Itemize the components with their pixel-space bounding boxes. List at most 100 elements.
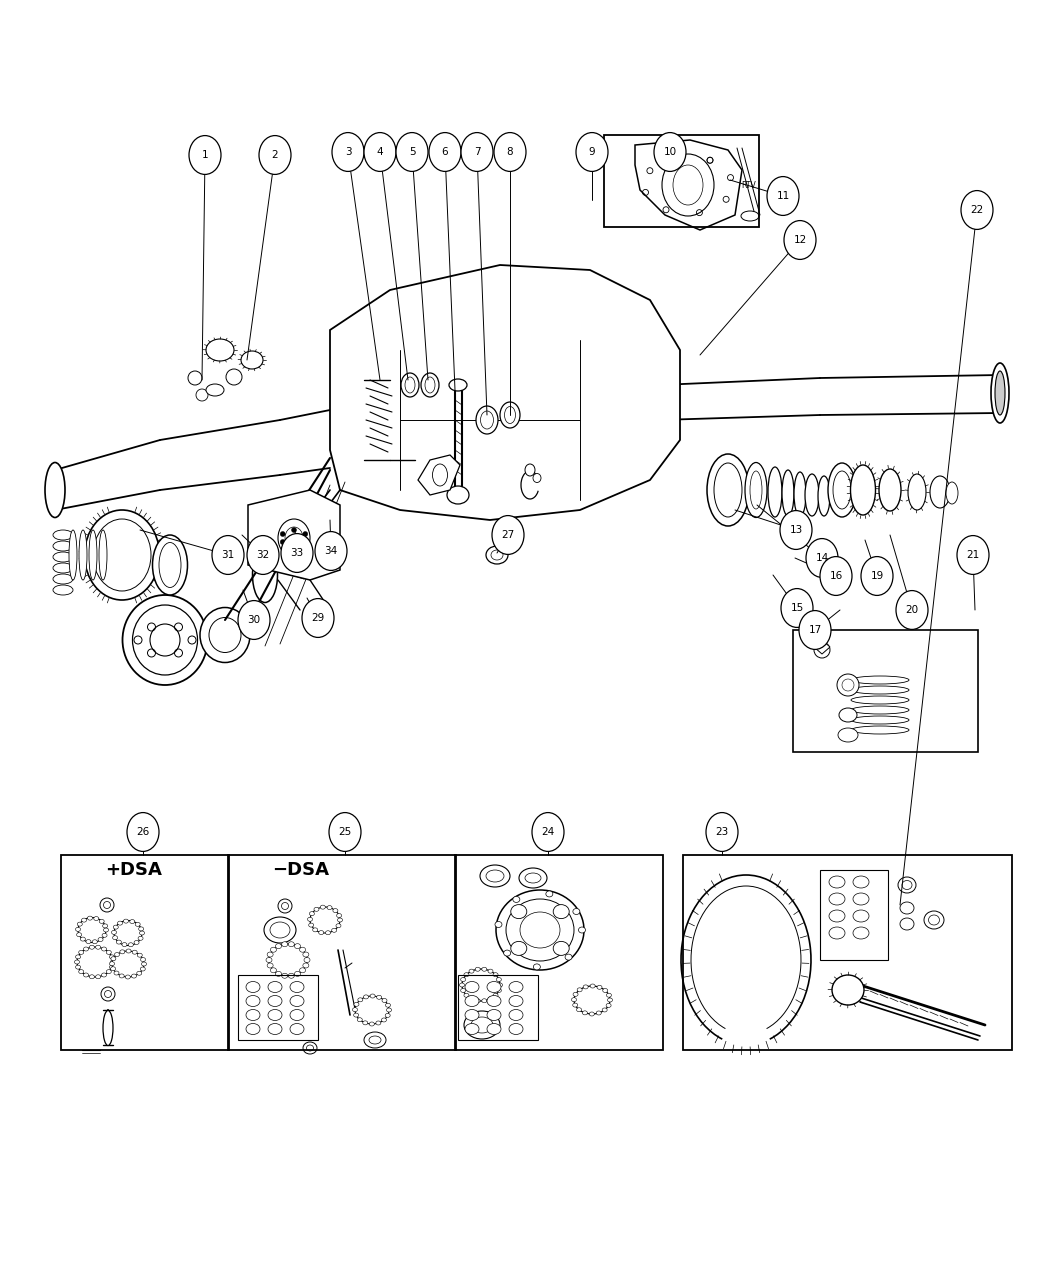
Circle shape (281, 534, 313, 572)
Text: 14: 14 (815, 553, 829, 563)
Ellipse shape (104, 991, 112, 997)
Ellipse shape (53, 573, 73, 584)
Circle shape (784, 221, 816, 259)
Ellipse shape (140, 967, 145, 971)
Ellipse shape (853, 911, 869, 922)
Bar (604, 135, 758, 227)
Ellipse shape (122, 942, 127, 946)
Ellipse shape (707, 455, 749, 526)
Ellipse shape (839, 707, 857, 722)
Ellipse shape (833, 471, 851, 510)
Ellipse shape (269, 944, 307, 976)
Ellipse shape (308, 923, 313, 927)
Ellipse shape (120, 950, 125, 954)
Ellipse shape (829, 893, 845, 905)
Ellipse shape (303, 539, 308, 544)
Ellipse shape (995, 372, 1005, 415)
Ellipse shape (851, 696, 909, 704)
Ellipse shape (45, 462, 65, 517)
Ellipse shape (462, 969, 500, 1001)
Ellipse shape (132, 974, 137, 978)
Ellipse shape (280, 531, 285, 536)
Ellipse shape (741, 211, 758, 221)
Circle shape (189, 135, 221, 175)
Ellipse shape (270, 968, 277, 973)
Ellipse shape (241, 351, 263, 369)
Text: 13: 13 (789, 525, 803, 535)
Ellipse shape (487, 996, 501, 1006)
Ellipse shape (101, 987, 115, 1001)
Ellipse shape (461, 988, 466, 992)
Ellipse shape (385, 1014, 390, 1018)
Text: 2: 2 (271, 149, 279, 160)
Ellipse shape (53, 541, 73, 550)
Text: 4: 4 (377, 147, 383, 157)
Ellipse shape (901, 902, 914, 914)
Ellipse shape (851, 727, 909, 734)
Text: 1: 1 (202, 149, 208, 160)
Ellipse shape (140, 931, 144, 935)
Ellipse shape (464, 994, 469, 997)
Ellipse shape (112, 951, 144, 977)
Circle shape (238, 600, 270, 640)
Ellipse shape (76, 955, 81, 959)
Ellipse shape (291, 527, 297, 533)
Text: 19: 19 (870, 571, 884, 581)
Ellipse shape (662, 155, 714, 216)
Ellipse shape (290, 996, 304, 1006)
Ellipse shape (109, 965, 115, 969)
Ellipse shape (481, 411, 493, 429)
Ellipse shape (853, 927, 869, 939)
Circle shape (213, 535, 244, 575)
Bar (820, 870, 888, 960)
Ellipse shape (123, 919, 128, 923)
Ellipse shape (89, 945, 95, 949)
Bar (228, 856, 456, 1050)
Ellipse shape (278, 899, 292, 913)
Ellipse shape (493, 973, 498, 977)
Ellipse shape (309, 912, 315, 916)
Ellipse shape (364, 995, 368, 999)
Circle shape (364, 133, 396, 171)
Ellipse shape (461, 977, 466, 982)
Text: 10: 10 (664, 147, 676, 157)
Text: 16: 16 (829, 571, 843, 581)
Ellipse shape (421, 373, 439, 397)
Bar (61, 856, 229, 1050)
Ellipse shape (546, 891, 553, 896)
Ellipse shape (469, 969, 474, 973)
Ellipse shape (89, 530, 97, 580)
Circle shape (781, 589, 813, 627)
Ellipse shape (495, 922, 502, 927)
Ellipse shape (818, 476, 830, 516)
Text: 34: 34 (324, 547, 338, 555)
Ellipse shape (270, 948, 277, 953)
Ellipse shape (285, 527, 303, 549)
Ellipse shape (103, 902, 110, 908)
Ellipse shape (79, 530, 87, 580)
Ellipse shape (382, 999, 387, 1002)
Ellipse shape (268, 982, 282, 992)
Ellipse shape (898, 877, 916, 893)
Ellipse shape (471, 1016, 493, 1033)
Ellipse shape (598, 986, 602, 990)
Ellipse shape (136, 922, 140, 926)
Text: 33: 33 (290, 548, 304, 558)
Ellipse shape (488, 969, 493, 973)
Ellipse shape (853, 893, 869, 905)
Text: 8: 8 (507, 147, 513, 157)
Ellipse shape (126, 949, 132, 953)
Text: 21: 21 (967, 550, 979, 561)
Ellipse shape (109, 955, 115, 959)
Ellipse shape (908, 474, 926, 510)
Ellipse shape (525, 873, 541, 882)
Ellipse shape (282, 903, 288, 909)
Polygon shape (418, 455, 460, 495)
Ellipse shape (209, 618, 241, 653)
Ellipse shape (832, 976, 864, 1005)
Ellipse shape (102, 933, 107, 937)
Ellipse shape (750, 471, 762, 510)
Ellipse shape (464, 1011, 500, 1039)
Ellipse shape (118, 921, 122, 925)
Ellipse shape (589, 1011, 594, 1016)
